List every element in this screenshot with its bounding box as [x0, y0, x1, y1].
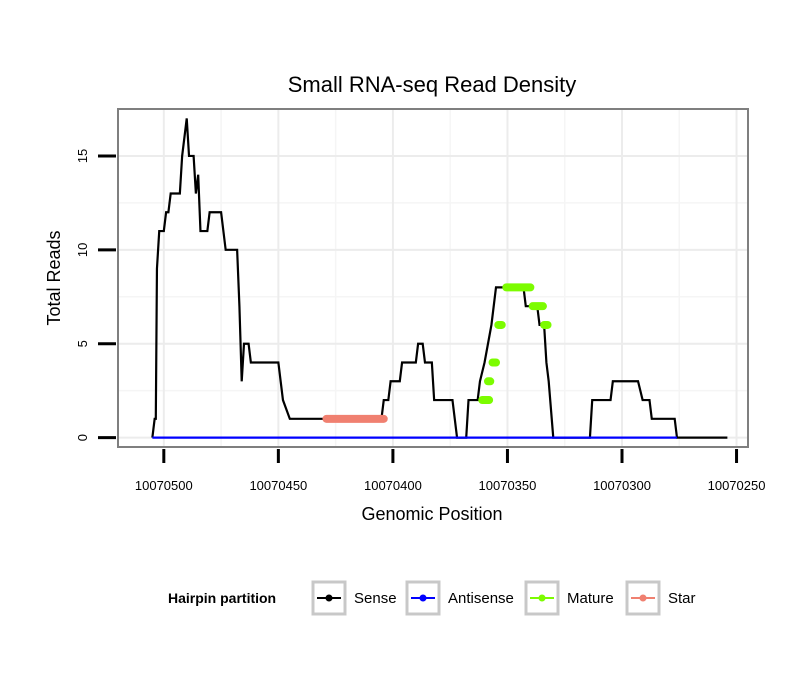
legend-label-sense: Sense [354, 590, 397, 607]
legend-title: Hairpin partition [168, 590, 276, 606]
y-tick-label: 10 [75, 243, 90, 257]
legend-label-mature: Mature [567, 590, 614, 607]
legend-key-dot [639, 594, 647, 602]
x-tick-label: 10070250 [708, 478, 766, 493]
legend-key-dot [325, 594, 333, 602]
sense-series-line [151, 118, 728, 439]
legend-key-dot [538, 594, 546, 602]
legend-label-antisense: Antisense [448, 590, 514, 607]
y-tick-label: 0 [75, 434, 90, 441]
legend: Hairpin partition Sense Antisense Mature St… [168, 580, 696, 616]
y-axis-title: Total Reads [44, 230, 64, 325]
x-axis-title: Genomic Position [361, 504, 502, 524]
x-tick-label: 10070350 [479, 478, 537, 493]
legend-item-star: Star [625, 580, 696, 616]
legend-label-star: Star [668, 590, 696, 607]
axes: 10070500 10070450 10070400 10070350 10070300… [75, 149, 765, 493]
legend-key-dot [419, 594, 427, 602]
x-tick-label: 10070500 [135, 478, 193, 493]
legend-item-mature: Mature [524, 580, 614, 616]
legend-item-antisense: Antisense [405, 580, 514, 616]
legend-items: Sense Antisense Mature Star [311, 580, 696, 616]
series-layer [151, 118, 728, 439]
y-tick-label: 15 [75, 149, 90, 163]
chart-title: Small RNA-seq Read Density [288, 72, 577, 97]
plot-panel-border [117, 108, 749, 448]
legend-item-sense: Sense [311, 580, 397, 616]
y-tick-label: 5 [75, 340, 90, 347]
x-tick-label: 10070400 [364, 478, 422, 493]
x-tick-label: 10070450 [249, 478, 307, 493]
x-tick-label: 10070300 [593, 478, 651, 493]
